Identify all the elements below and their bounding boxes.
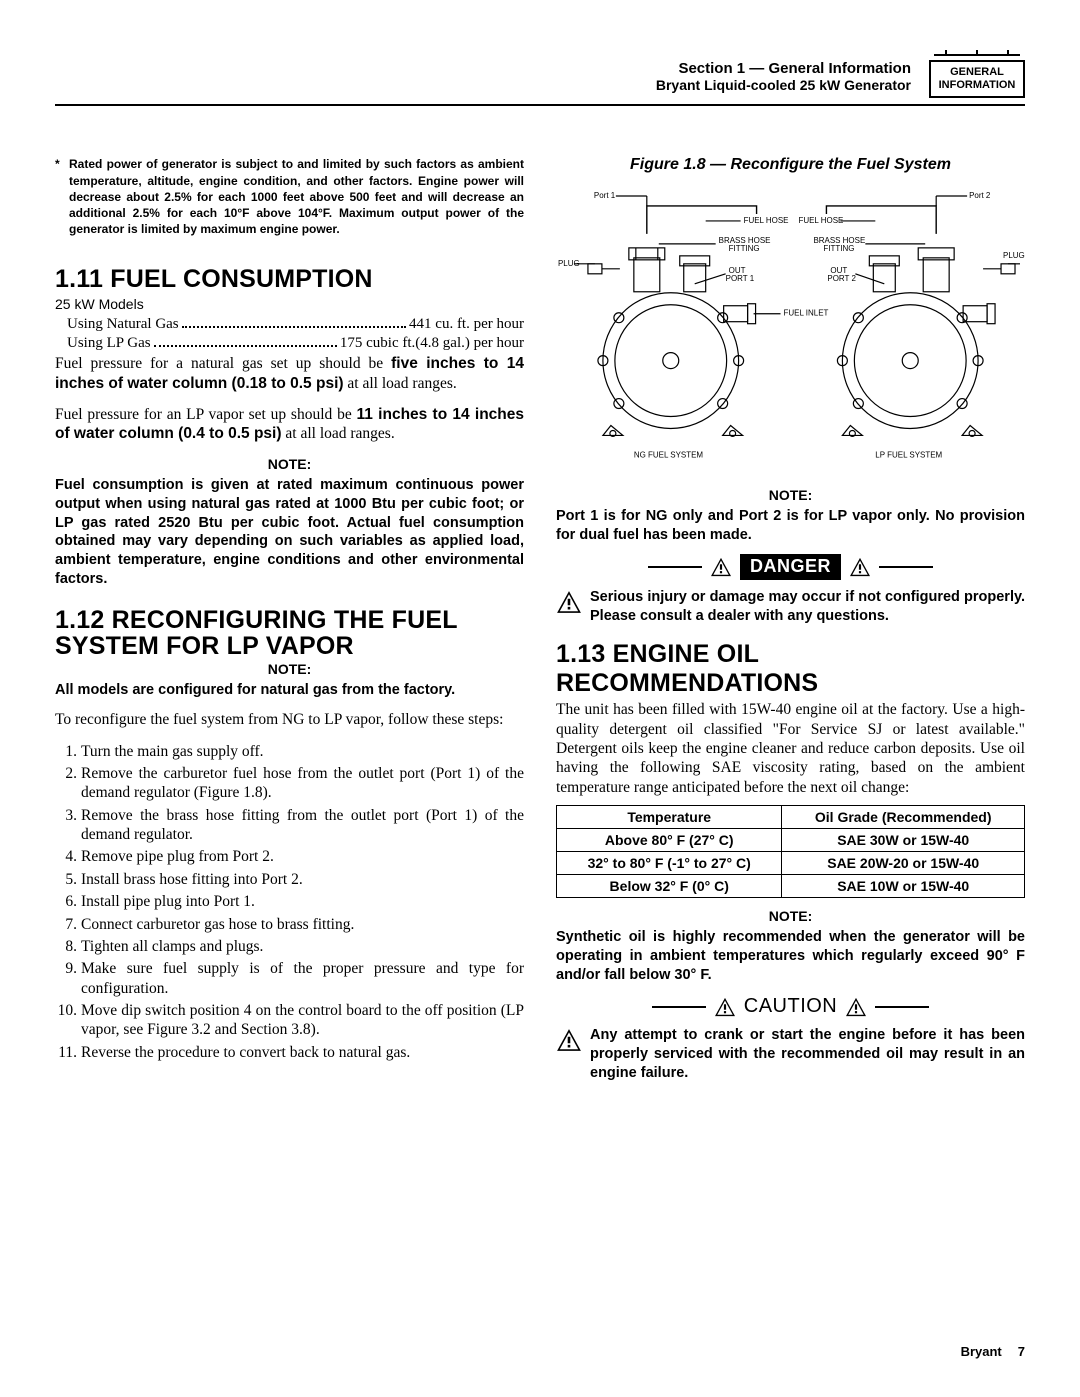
right-column: Figure 1.8 — Reconfigure the Fuel System: [556, 156, 1025, 1096]
oil-grade-table: Temperature Oil Grade (Recommended) Abov…: [556, 805, 1025, 898]
step-item: Remove the carburetor fuel hose from the…: [55, 764, 524, 803]
left-column: *Rated power of generator is subject to …: [55, 156, 524, 1096]
note-heading: NOTE:: [556, 487, 1025, 503]
step-item: Turn the main gas supply off.: [55, 742, 524, 761]
step-item: Install brass hose fitting into Port 2.: [55, 870, 524, 889]
footer-brand: Bryant: [961, 1344, 1002, 1359]
table-cell: Above 80° F (27° C): [557, 829, 782, 852]
note-heading: NOTE:: [55, 456, 524, 472]
rated-power-footnote: *Rated power of generator is subject to …: [55, 156, 524, 237]
fig-label-fuelhose: FUEL HOSE: [798, 216, 843, 225]
warning-icon: [556, 1028, 582, 1052]
fig-label-port2: Port 2: [969, 191, 991, 200]
caution-banner: CAUTION: [556, 995, 1025, 1019]
step-item: Install pipe plug into Port 1.: [55, 892, 524, 911]
danger-banner: DANGER: [556, 554, 1025, 580]
model-label: 25 kW Models: [55, 296, 524, 312]
fuel-system-figure: Port 1 Port 2 FUEL HOSE FUEL HOSE BRASS …: [556, 186, 1025, 465]
table-header: Temperature: [557, 806, 782, 829]
lp-consumption-row: Using LP Gas 175 cubic ft.(4.8 gal.) per…: [67, 335, 524, 352]
fuel-consumption-note: Fuel consumption is given at rated maxim…: [55, 476, 524, 589]
note-heading: NOTE:: [556, 908, 1025, 924]
step-item: Move dip switch position 4 on the contro…: [55, 1001, 524, 1040]
table-cell: SAE 20W-20 or 15W-40: [782, 852, 1025, 875]
synthetic-oil-note: Synthetic oil is highly recommended when…: [556, 928, 1025, 985]
table-row: Below 32° F (0° C)SAE 10W or 15W-40: [557, 875, 1025, 898]
footer-page: 7: [1018, 1344, 1025, 1359]
section-subtitle: Bryant Liquid-cooled 25 kW Generator: [656, 77, 911, 93]
header-text: Section 1 — General Information Bryant L…: [656, 60, 911, 93]
reconfigure-intro: To reconfigure the fuel system from NG t…: [55, 710, 524, 729]
tab-line2: INFORMATION: [937, 79, 1017, 92]
heading-reconfigure: 1.12 RECONFIGURING THE FUEL SYSTEM FOR L…: [55, 607, 524, 660]
caution-label: CAUTION: [744, 995, 838, 1018]
figure-caption: Figure 1.8 — Reconfigure the Fuel System: [556, 156, 1025, 174]
svg-text:PORT 2: PORT 2: [827, 274, 856, 283]
heading-fuel-consumption: 1.11 FUEL CONSUMPTION: [55, 265, 524, 294]
section-tab: GENERAL INFORMATION: [929, 60, 1025, 98]
table-cell: SAE 10W or 15W-40: [782, 875, 1025, 898]
ng-consumption-row: Using Natural Gas 441 cu. ft. per hour: [67, 316, 524, 333]
table-cell: Below 32° F (0° C): [557, 875, 782, 898]
table-row: 32° to 80° F (-1° to 27° C)SAE 20W-20 or…: [557, 852, 1025, 875]
svg-text:PORT 1: PORT 1: [726, 274, 755, 283]
fig-label-ng: NG FUEL SYSTEM: [634, 451, 703, 460]
step-item: Tighten all clamps and plugs.: [55, 937, 524, 956]
table-row: Above 80° F (27° C)SAE 30W or 15W-40: [557, 829, 1025, 852]
step-item: Remove pipe plug from Port 2.: [55, 847, 524, 866]
warning-icon: [849, 557, 871, 577]
fig-label-plug: PLUG: [1003, 251, 1025, 260]
warning-icon: [710, 557, 732, 577]
table-cell: 32° to 80° F (-1° to 27° C): [557, 852, 782, 875]
factory-config-note: All models are configured for natural ga…: [55, 681, 524, 700]
step-item: Make sure fuel supply is of the proper p…: [55, 959, 524, 998]
step-item: Connect carburetor gas hose to brass fit…: [55, 915, 524, 934]
page-footer: Bryant 7: [55, 1344, 1025, 1359]
port-note: Port 1 is for NG only and Port 2 is for …: [556, 507, 1025, 545]
fig-label-port1: Port 1: [594, 191, 616, 200]
section-title: Section 1 — General Information: [656, 60, 911, 77]
fig-label-inlet: FUEL INLET: [784, 309, 829, 318]
danger-message: Serious injury or damage may occur if no…: [556, 588, 1025, 626]
table-cell: SAE 30W or 15W-40: [782, 829, 1025, 852]
reconfigure-steps: Turn the main gas supply off. Remove the …: [55, 742, 524, 1063]
table-header: Oil Grade (Recommended): [782, 806, 1025, 829]
svg-text:FITTING: FITTING: [729, 244, 760, 253]
fig-label-plug: PLUG: [558, 259, 580, 268]
lp-pressure-para: Fuel pressure for an LP vapor set up sho…: [55, 405, 524, 444]
engine-oil-para: The unit has been filled with 15W-40 eng…: [556, 700, 1025, 797]
step-item: Reverse the procedure to convert back to…: [55, 1043, 524, 1062]
tab-line1: GENERAL: [937, 66, 1017, 79]
caution-message: Any attempt to crank or start the engine…: [556, 1026, 1025, 1083]
warning-icon: [714, 997, 736, 1017]
note-heading: NOTE:: [55, 661, 524, 677]
svg-text:FITTING: FITTING: [823, 244, 854, 253]
warning-icon: [556, 590, 582, 614]
warning-icon: [845, 997, 867, 1017]
danger-label: DANGER: [740, 554, 841, 580]
fig-label-fuelhose: FUEL HOSE: [744, 216, 789, 225]
heading-engine-oil: 1.13 ENGINE OIL RECOMMENDATIONS: [556, 640, 1025, 698]
ng-pressure-para: Fuel pressure for a natural gas set up s…: [55, 354, 524, 393]
step-item: Remove the brass hose fitting from the o…: [55, 806, 524, 845]
fig-label-lp: LP FUEL SYSTEM: [875, 451, 942, 460]
page-header: Section 1 — General Information Bryant L…: [55, 60, 1025, 106]
